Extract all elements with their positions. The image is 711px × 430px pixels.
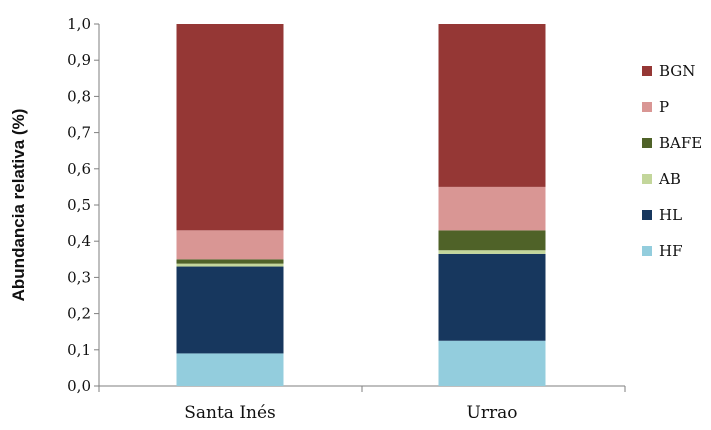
legend-label-hf: HF bbox=[659, 242, 683, 260]
bar-segment-p bbox=[438, 186, 546, 231]
legend-swatch-p bbox=[642, 102, 652, 112]
bars bbox=[176, 24, 546, 386]
bar-segment-hf bbox=[438, 340, 546, 386]
y-tick-label: 0,2 bbox=[67, 305, 91, 323]
y-tick-label: 0,7 bbox=[67, 124, 91, 142]
y-tick-label: 0,0 bbox=[67, 377, 91, 395]
legend-swatch-bafe bbox=[642, 138, 652, 148]
y-tick-label: 0,8 bbox=[67, 87, 91, 105]
axis-labels: 0,0 0,1 0,2 0,3 0,4 0,5 0,6 0,7 0,8 0,9 1,0 Santa I… bbox=[67, 15, 517, 423]
legend: BGN P BAFE AB HL HF bbox=[642, 62, 702, 260]
bar-segment-hf bbox=[176, 353, 284, 386]
y-axis-title: Abundancia relativa (%) bbox=[9, 109, 28, 302]
bar-segment-bgn bbox=[176, 24, 284, 231]
x-category-label: Urrao bbox=[467, 403, 518, 423]
legend-label-p: P bbox=[659, 98, 669, 116]
legend-swatch-hf bbox=[642, 246, 652, 256]
y-tick-label: 0,9 bbox=[67, 51, 91, 69]
bar-segment-bgn bbox=[438, 24, 546, 187]
bar-segment-bafe bbox=[438, 230, 546, 251]
legend-swatch-hl bbox=[642, 210, 652, 220]
legend-swatch-ab bbox=[642, 174, 652, 184]
y-tick-label: 0,4 bbox=[67, 232, 91, 250]
legend-label-bafe: BAFE bbox=[659, 134, 702, 152]
bar-segment-ab bbox=[438, 250, 546, 254]
legend-label-ab: AB bbox=[658, 170, 681, 188]
bar-segment-p bbox=[176, 230, 284, 260]
x-category-label: Santa Inés bbox=[184, 403, 276, 423]
legend-swatch-bgn bbox=[642, 66, 652, 76]
y-tick-label: 0,1 bbox=[67, 341, 91, 359]
y-tick-label: 0,6 bbox=[67, 160, 91, 178]
y-tick-label: 0,3 bbox=[67, 268, 91, 286]
legend-label-hl: HL bbox=[659, 206, 682, 224]
bar-segment-ab bbox=[176, 263, 284, 267]
legend-label-bgn: BGN bbox=[659, 62, 695, 80]
y-tick-label: 1,0 bbox=[67, 15, 91, 33]
bar-segment-bafe bbox=[176, 259, 284, 264]
y-tick-label: 0,5 bbox=[67, 196, 91, 214]
bar-segment-hl bbox=[438, 253, 546, 341]
bar-segment-hl bbox=[176, 266, 284, 354]
